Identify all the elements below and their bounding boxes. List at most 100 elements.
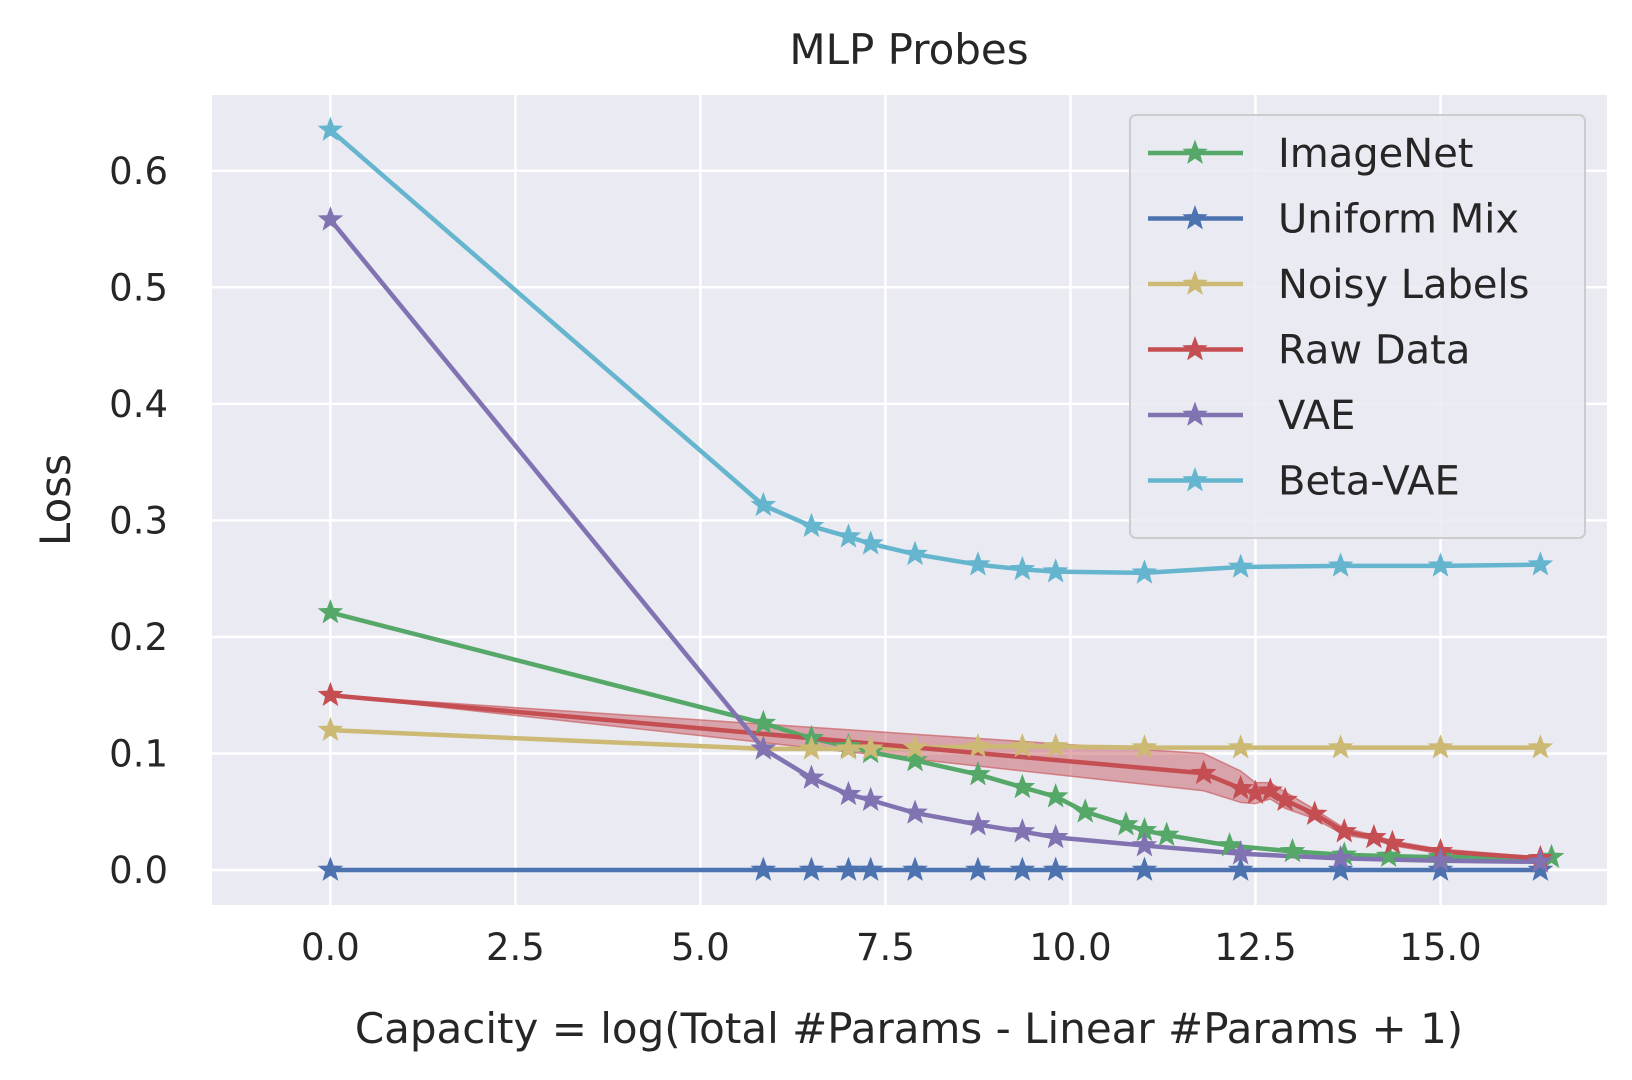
x-tick-label: 7.5	[856, 926, 915, 969]
series-markers	[317, 116, 1565, 881]
y-tick-label: 0.1	[109, 732, 168, 775]
uniform-mix-point	[1009, 856, 1036, 881]
noisy-labels-point	[1427, 734, 1454, 759]
uniform-mix-point	[317, 856, 344, 881]
beta-vae-point	[902, 540, 928, 566]
vae-line	[328, 218, 1541, 865]
raw-data-point	[1272, 786, 1298, 811]
vae-point	[750, 735, 777, 760]
noisy-labels-point	[965, 733, 991, 758]
x-tick-label: 12.5	[1214, 926, 1296, 969]
beta-vae-point	[965, 551, 991, 576]
legend-beta-vae-marker	[1182, 467, 1208, 492]
beta-vae-point	[317, 116, 344, 141]
raw-data-point	[1361, 823, 1387, 849]
x-tick-label: 10.0	[1029, 926, 1111, 969]
uniform-mix-point	[857, 856, 884, 881]
imagenet-point	[1113, 811, 1139, 836]
beta-vae-point	[1427, 552, 1454, 577]
vae-point	[1227, 840, 1254, 865]
beta-vae-point	[857, 530, 884, 555]
legend-uniform-mix-marker	[1182, 205, 1208, 230]
imagenet-point	[1279, 837, 1306, 863]
uniform-mix-point	[1227, 856, 1254, 881]
raw-data-point	[1379, 829, 1406, 855]
vae-point	[1427, 847, 1454, 872]
noisy-labels-point	[1131, 734, 1158, 759]
imagenet-point	[1072, 798, 1099, 823]
imagenet-point	[1375, 842, 1402, 867]
noisy-labels-point	[1327, 734, 1354, 759]
x-tick-label: 15.0	[1399, 926, 1481, 969]
beta-vae-point	[1131, 559, 1158, 584]
beta-vae-point	[1527, 551, 1554, 576]
y-tick-label: 0.4	[109, 383, 168, 426]
legend-noisy-labels-label: Noisy Labels	[1278, 262, 1529, 308]
legend: ImageNet Uniform Mix Noisy Labels Raw Data V…	[1129, 114, 1586, 539]
y-tick-label: 0.3	[109, 499, 168, 542]
uniform-mix-point	[835, 856, 862, 881]
y-tick-labels: 0.0 0.1 0.2 0.3 0.4 0.5 0.6	[109, 150, 168, 892]
x-tick-label: 2.5	[486, 926, 545, 969]
x-tick-label: 0.0	[301, 926, 360, 969]
y-tick-label: 0.5	[109, 266, 168, 309]
imagenet-point	[902, 747, 928, 772]
noisy-labels-point	[317, 716, 344, 742]
noisy-labels-point	[835, 735, 862, 760]
uniform-mix-point	[1131, 856, 1158, 881]
uniform-mix-point	[1327, 856, 1354, 881]
x-tick-labels: 0.0 2.5 5.0 7.5 10.0 12.5 15.0	[301, 926, 1482, 969]
legend-beta-vae-label: Beta-VAE	[1278, 459, 1460, 505]
uniform-mix-point	[902, 856, 928, 881]
y-tick-label: 0.6	[109, 150, 168, 193]
beta-vae-point	[1042, 558, 1069, 583]
imagenet-point	[965, 761, 991, 786]
noisy-labels-point	[1227, 734, 1254, 759]
uniform-mix-point	[798, 856, 825, 881]
noisy-labels-point	[1527, 734, 1554, 759]
imagenet-point	[1153, 821, 1180, 846]
beta-vae-point	[750, 491, 777, 517]
beta-vae-point	[1227, 553, 1254, 578]
vae-point	[1131, 832, 1158, 857]
uniform-mix-point	[750, 856, 777, 881]
raw-data-point	[1301, 800, 1328, 825]
raw-data-point	[1227, 775, 1254, 800]
vae-point	[1527, 848, 1554, 873]
uniform-mix-point	[1427, 856, 1454, 881]
x-axis-label: Capacity = log(Total #Params - Linear #P…	[355, 1004, 1463, 1053]
vae-point	[835, 780, 862, 806]
legend-items: ImageNet Uniform Mix Noisy Labels Raw Data V…	[1148, 131, 1529, 505]
raw-data-point	[317, 681, 344, 707]
legend-raw-data-label: Raw Data	[1278, 328, 1470, 374]
legend-vae-label: VAE	[1278, 393, 1355, 439]
raw-data-point	[1331, 818, 1358, 843]
imagenet-point	[1042, 783, 1069, 808]
legend-imagenet-label: ImageNet	[1278, 131, 1474, 177]
noisy-labels-point	[1042, 733, 1069, 758]
legend-vae-marker	[1182, 401, 1208, 426]
noisy-labels-point	[902, 734, 928, 759]
vae-point	[1042, 823, 1069, 849]
legend-noisy-labels-marker	[1182, 270, 1208, 295]
y-axis-label: Loss	[31, 454, 80, 546]
imagenet-point	[1009, 773, 1036, 799]
vae-point	[1327, 844, 1354, 870]
uniform-mix-point	[965, 856, 991, 881]
vae-point	[857, 786, 884, 811]
vae-point	[1009, 818, 1036, 843]
vae-point	[317, 206, 344, 231]
legend-imagenet-marker	[1182, 139, 1208, 164]
noisy-labels-point	[857, 735, 884, 760]
beta-vae-point	[798, 512, 825, 538]
uniform-mix-point	[1042, 856, 1069, 881]
y-tick-label: 0.2	[109, 616, 168, 659]
raw-data-point	[1257, 777, 1284, 802]
chart-title: MLP Probes	[789, 25, 1028, 74]
y-tick-label: 0.0	[109, 849, 168, 892]
x-tick-label: 5.0	[671, 926, 730, 969]
beta-vae-point	[835, 523, 862, 548]
legend-box	[1129, 114, 1586, 539]
